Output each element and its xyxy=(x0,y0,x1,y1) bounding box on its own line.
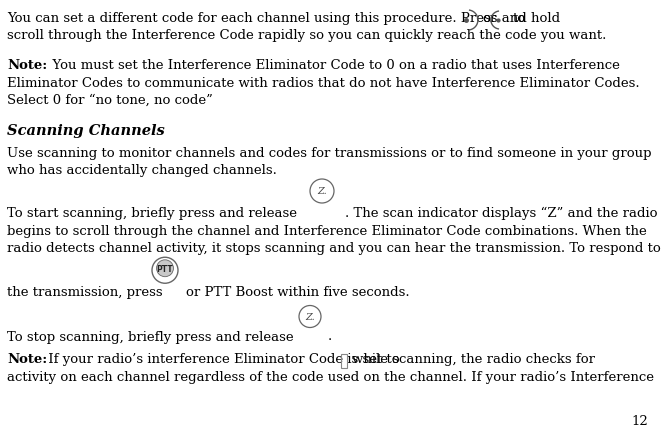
Circle shape xyxy=(157,260,173,277)
Text: radio detects channel activity, it stops scanning and you can hear the transmiss: radio detects channel activity, it stops… xyxy=(7,242,661,255)
Text: Eliminator Codes to communicate with radios that do not have Interference Elimin: Eliminator Codes to communicate with rad… xyxy=(7,77,640,90)
Text: Note:: Note: xyxy=(7,353,47,366)
Text: Select 0 for “no tone, no code”: Select 0 for “no tone, no code” xyxy=(7,94,213,107)
Text: 12: 12 xyxy=(631,415,648,428)
Text: If your radio’s interference Eliminator Code is set to: If your radio’s interference Eliminator … xyxy=(44,353,400,366)
Text: Use scanning to monitor channels and codes for transmissions or to find someone : Use scanning to monitor channels and cod… xyxy=(7,147,652,160)
Text: begins to scroll through the channel and Interference Eliminator Code combinatio: begins to scroll through the channel and… xyxy=(7,224,646,238)
Text: To stop scanning, briefly press and release: To stop scanning, briefly press and rele… xyxy=(7,330,293,344)
Bar xyxy=(341,354,347,368)
Text: the transmission, press: the transmission, press xyxy=(7,286,163,299)
Text: scroll through the Interference Code rapidly so you can quickly reach the code y: scroll through the Interference Code rap… xyxy=(7,29,606,43)
Text: To start scanning, briefly press and release: To start scanning, briefly press and rel… xyxy=(7,207,297,220)
Text: You can set a different code for each channel using this procedure. Press and ho: You can set a different code for each ch… xyxy=(7,12,560,25)
Text: Z.: Z. xyxy=(305,313,315,322)
Text: PTT: PTT xyxy=(157,265,173,274)
Text: while scanning, the radio checks for: while scanning, the radio checks for xyxy=(352,353,596,366)
Text: Scanning Channels: Scanning Channels xyxy=(7,124,165,138)
Text: activity on each channel regardless of the code used on the channel. If your rad: activity on each channel regardless of t… xyxy=(7,371,654,384)
Text: .: . xyxy=(328,330,332,344)
Text: . The scan indicator displays “Z” and the radio: . The scan indicator displays “Z” and th… xyxy=(345,207,658,220)
Text: You must set the Interference Eliminator Code to 0 on a radio that uses Interfer: You must set the Interference Eliminator… xyxy=(44,59,620,72)
Text: or: or xyxy=(482,12,496,25)
Text: Note:: Note: xyxy=(7,59,47,72)
Text: to: to xyxy=(513,12,526,25)
Text: or PTT Boost within five seconds.: or PTT Boost within five seconds. xyxy=(186,286,410,299)
Text: Z.: Z. xyxy=(317,187,327,197)
Text: who has accidentally changed channels.: who has accidentally changed channels. xyxy=(7,164,277,177)
